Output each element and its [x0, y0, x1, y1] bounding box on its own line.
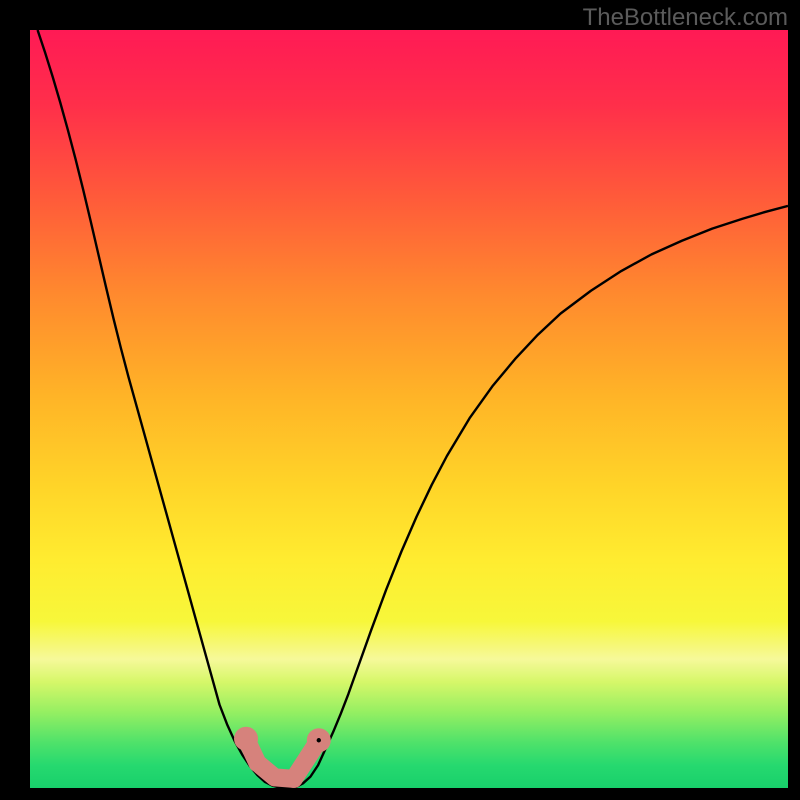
- marker-blob: [285, 770, 303, 788]
- marker-blob: [234, 727, 258, 751]
- plot-svg: [30, 30, 788, 788]
- marker-blob: [248, 754, 266, 772]
- gradient-background: [30, 30, 788, 788]
- marker-dot: [317, 738, 321, 742]
- plot-area: [30, 30, 788, 788]
- marker-blob: [266, 768, 284, 786]
- watermark-text: TheBottleneck.com: [583, 4, 788, 32]
